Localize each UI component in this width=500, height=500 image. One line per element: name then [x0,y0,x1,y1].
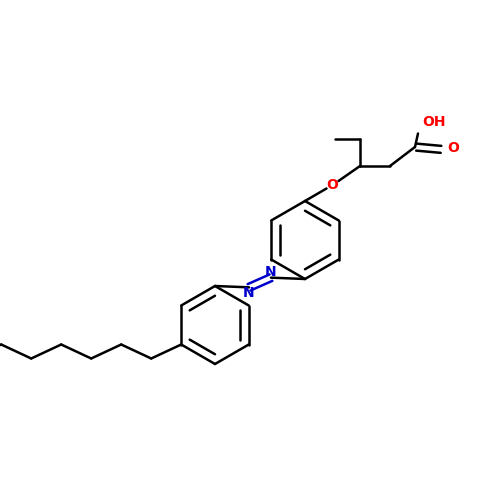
Text: OH: OH [422,115,446,129]
Text: N: N [265,264,277,278]
Text: N: N [243,286,255,300]
Text: O: O [326,178,338,192]
Text: O: O [448,141,460,155]
